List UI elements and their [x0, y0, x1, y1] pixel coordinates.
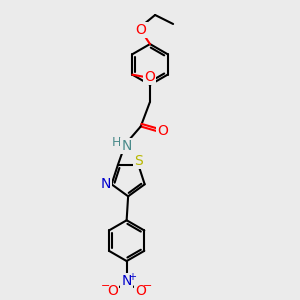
Text: O: O — [144, 70, 155, 84]
Text: +: + — [128, 272, 136, 282]
Text: O: O — [157, 124, 168, 138]
Text: −: − — [143, 280, 152, 291]
Text: O: O — [136, 23, 146, 37]
Text: H: H — [112, 136, 122, 149]
Text: −: − — [101, 280, 110, 291]
Text: N: N — [122, 139, 132, 153]
Text: O: O — [136, 284, 146, 298]
Text: N: N — [122, 274, 132, 288]
Text: O: O — [107, 284, 118, 298]
Text: S: S — [135, 154, 143, 168]
Text: N: N — [100, 177, 111, 191]
